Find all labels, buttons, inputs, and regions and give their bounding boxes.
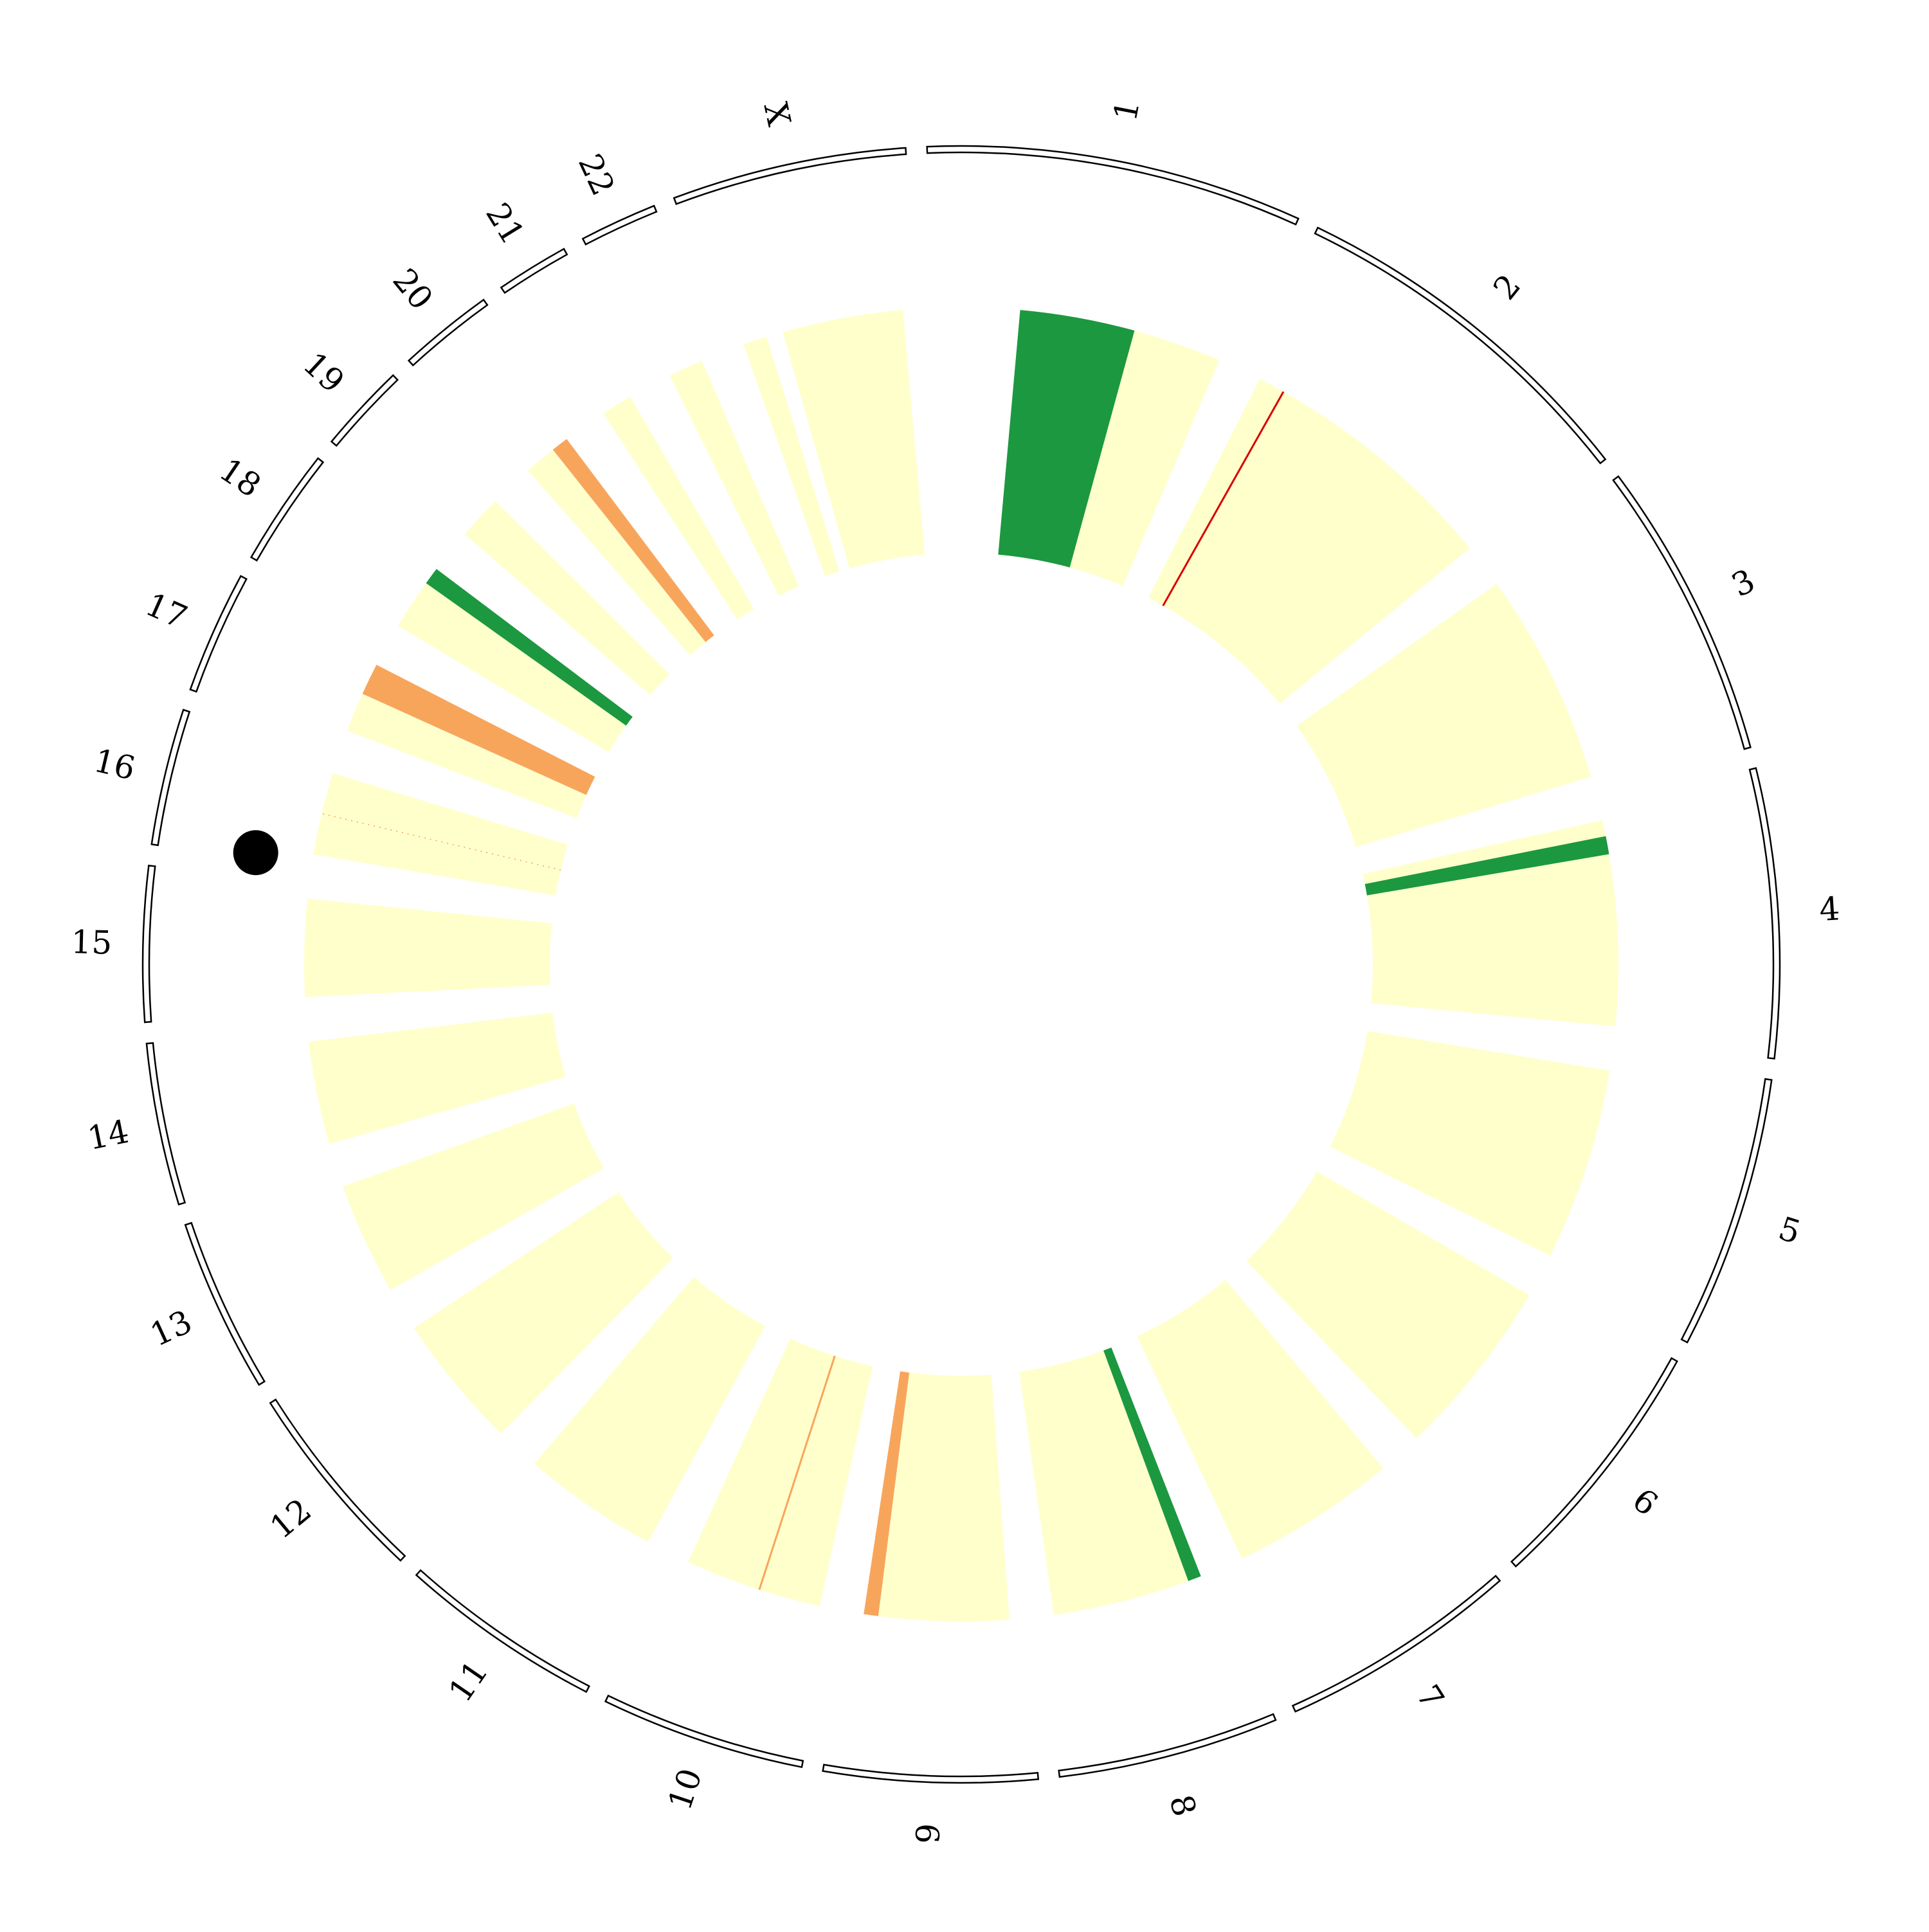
- segment-chr12-0: [413, 1192, 673, 1434]
- ideogram-arc-chr20: [407, 298, 489, 367]
- ideogram-arc-chr16: [150, 709, 191, 847]
- segment-chr18-0: [398, 583, 626, 753]
- highlight-line-chr2-0: [1162, 391, 1285, 606]
- segment-chr20-1: [552, 438, 714, 642]
- segment-chr17-0: [347, 694, 586, 818]
- segment-chrX-2: [783, 310, 925, 569]
- chromosome-label-3: 3: [1726, 562, 1761, 604]
- segment-chr6-0: [1246, 1171, 1530, 1439]
- ideogram-arc-chr7: [1291, 1575, 1501, 1713]
- segment-chr4-1: [1364, 836, 1609, 896]
- ideogram-arc-chr17: [189, 575, 248, 693]
- chromosome-label-6: 6: [1626, 1481, 1665, 1523]
- ideogram-arc-chr5: [1680, 1078, 1773, 1344]
- highlight-line-chr16-0: [322, 813, 561, 871]
- chromosome-label-15: 15: [71, 923, 113, 962]
- chromosome-label-18: 18: [213, 451, 267, 505]
- chromosome-label-X: X: [756, 99, 797, 129]
- segment-chr4-2: [1366, 854, 1618, 1027]
- segment-chr13-0: [343, 1103, 604, 1290]
- ideogram-arc-chr12: [269, 1398, 406, 1562]
- ideogram-arc-chr15: [141, 864, 156, 1024]
- chromosome-label-13: 13: [145, 1303, 197, 1353]
- chromosome-label-5: 5: [1774, 1209, 1805, 1251]
- ideogram-arc-chr10: [604, 1694, 804, 1769]
- segment-chr10-0: [688, 1339, 873, 1606]
- chromosome-label-1: 1: [1107, 97, 1147, 124]
- ideogram-arc-chr4: [1748, 767, 1781, 1060]
- segment-chr8-1: [1019, 1350, 1189, 1615]
- chromosome-label-7: 7: [1409, 1679, 1451, 1716]
- chromosome-label-8: 8: [1162, 1791, 1203, 1820]
- chromosome-label-11: 11: [442, 1654, 496, 1708]
- chromosome-label-17: 17: [140, 586, 193, 636]
- segment-chr1-2: [1069, 330, 1220, 586]
- segment-chr19-0: [464, 501, 670, 695]
- marker-dot: [233, 830, 278, 876]
- segment-chr9-0: [878, 1372, 1010, 1622]
- chromosome-label-21: 21: [478, 197, 532, 251]
- segment-chr17-1: [362, 664, 595, 795]
- segment-chr16-0: [313, 773, 568, 896]
- segment-chr22-0: [669, 360, 799, 596]
- segment-chr14-0: [309, 1013, 566, 1144]
- segment-chr4-0: [1363, 820, 1606, 885]
- chromosome-label-9: 9: [909, 1823, 947, 1845]
- chromosome-label-2: 2: [1486, 267, 1528, 307]
- chromosome-label-22: 22: [571, 149, 622, 201]
- segment-chr8-0: [1103, 1347, 1201, 1582]
- segment-chr21-0: [603, 397, 754, 620]
- chromosome-label-19: 19: [296, 345, 351, 401]
- segment-chr18-1: [426, 568, 633, 726]
- segment-chr3-0: [1296, 583, 1591, 847]
- ideogram-arc-chr22: [581, 204, 658, 246]
- ideogram-arc-chr2: [1314, 226, 1607, 465]
- chromosome-label-12: 12: [263, 1491, 318, 1546]
- chromosome-label-10: 10: [661, 1764, 709, 1815]
- ideogram-arc-chr13: [184, 1222, 266, 1386]
- chromosome-label-14: 14: [84, 1113, 132, 1157]
- ideogram-arc-chr14: [145, 1042, 186, 1206]
- segment-chr11-0: [534, 1277, 765, 1542]
- segment-chr5-0: [1330, 1031, 1610, 1256]
- segment-chr15-0: [304, 898, 552, 997]
- chromosome-label-16: 16: [91, 742, 139, 788]
- ideogram-arc-chr3: [1612, 475, 1752, 750]
- ideogram-arc-chr1: [926, 145, 1300, 226]
- ideogram-arc-chr21: [500, 248, 568, 294]
- ideogram-arc-chr6: [1510, 1357, 1679, 1568]
- chromosome-label-20: 20: [385, 262, 440, 317]
- chromosome-label-4: 4: [1818, 890, 1841, 928]
- highlight-line-chr10-0: [758, 1355, 836, 1590]
- segment-chr9-1: [864, 1371, 910, 1616]
- ideogram-arc-chrX: [673, 147, 907, 205]
- segment-chrX-0: [743, 336, 840, 577]
- ideogram-arc-chr19: [330, 374, 399, 447]
- ideogram-arc-chr11: [415, 1569, 591, 1693]
- segment-chr20-0: [527, 449, 706, 655]
- segment-chr2-0: [1148, 379, 1470, 704]
- ideogram-arc-chr18: [249, 457, 325, 562]
- segment-chr7-0: [1137, 1279, 1384, 1559]
- ideogram-arc-chr9: [822, 1764, 1040, 1784]
- segment-chr1-1: [998, 310, 1135, 568]
- ideogram-arc-chr8: [1058, 1713, 1277, 1778]
